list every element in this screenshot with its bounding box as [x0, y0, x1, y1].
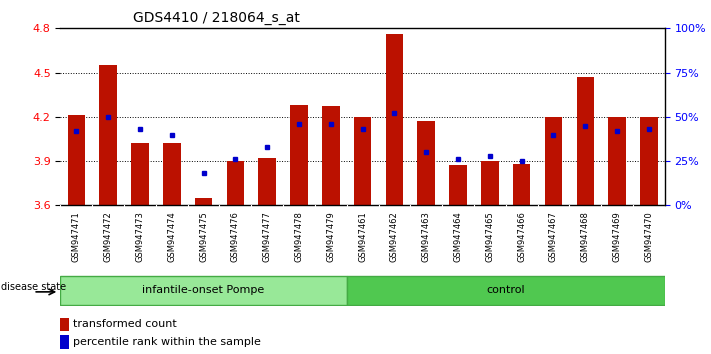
Bar — [354, 117, 371, 205]
Text: GSM947476: GSM947476 — [231, 211, 240, 262]
Text: infantile-onset Pompe: infantile-onset Pompe — [142, 285, 264, 295]
Bar — [60, 318, 69, 331]
Bar — [417, 121, 435, 205]
Text: control: control — [486, 285, 525, 295]
Text: GDS4410 / 218064_s_at: GDS4410 / 218064_s_at — [133, 11, 300, 24]
Text: GSM947462: GSM947462 — [390, 211, 399, 262]
Text: percentile rank within the sample: percentile rank within the sample — [73, 337, 261, 347]
Bar — [577, 77, 594, 205]
Text: GSM947474: GSM947474 — [167, 211, 176, 262]
Bar — [132, 143, 149, 205]
Bar — [545, 117, 562, 205]
Text: GSM947478: GSM947478 — [294, 211, 304, 262]
Text: GSM947473: GSM947473 — [136, 211, 144, 262]
Text: GSM947475: GSM947475 — [199, 211, 208, 262]
Text: GSM947471: GSM947471 — [72, 211, 81, 262]
Bar — [347, 276, 665, 304]
Text: disease state: disease state — [1, 282, 66, 292]
Bar — [322, 107, 340, 205]
Bar — [227, 161, 244, 205]
Bar — [195, 198, 213, 205]
Text: GSM947461: GSM947461 — [358, 211, 367, 262]
Text: GSM947466: GSM947466 — [517, 211, 526, 262]
Bar — [60, 335, 69, 349]
Bar — [290, 105, 308, 205]
Bar — [60, 276, 347, 304]
Text: GSM947472: GSM947472 — [104, 211, 112, 262]
Text: GSM947469: GSM947469 — [613, 211, 621, 262]
Bar — [68, 115, 85, 205]
Bar — [449, 166, 467, 205]
Text: GSM947477: GSM947477 — [262, 211, 272, 262]
Bar — [258, 158, 276, 205]
Bar — [385, 34, 403, 205]
Text: GSM947479: GSM947479 — [326, 211, 336, 262]
Text: GSM947468: GSM947468 — [581, 211, 589, 262]
Text: GSM947464: GSM947464 — [454, 211, 463, 262]
Text: GSM947467: GSM947467 — [549, 211, 558, 262]
Bar — [163, 143, 181, 205]
Bar — [609, 117, 626, 205]
Bar — [481, 161, 498, 205]
Text: transformed count: transformed count — [73, 319, 177, 329]
Bar — [640, 117, 658, 205]
Bar — [100, 65, 117, 205]
Text: GSM947465: GSM947465 — [486, 211, 494, 262]
Bar — [513, 164, 530, 205]
Text: GSM947463: GSM947463 — [422, 211, 431, 262]
Text: GSM947470: GSM947470 — [644, 211, 653, 262]
